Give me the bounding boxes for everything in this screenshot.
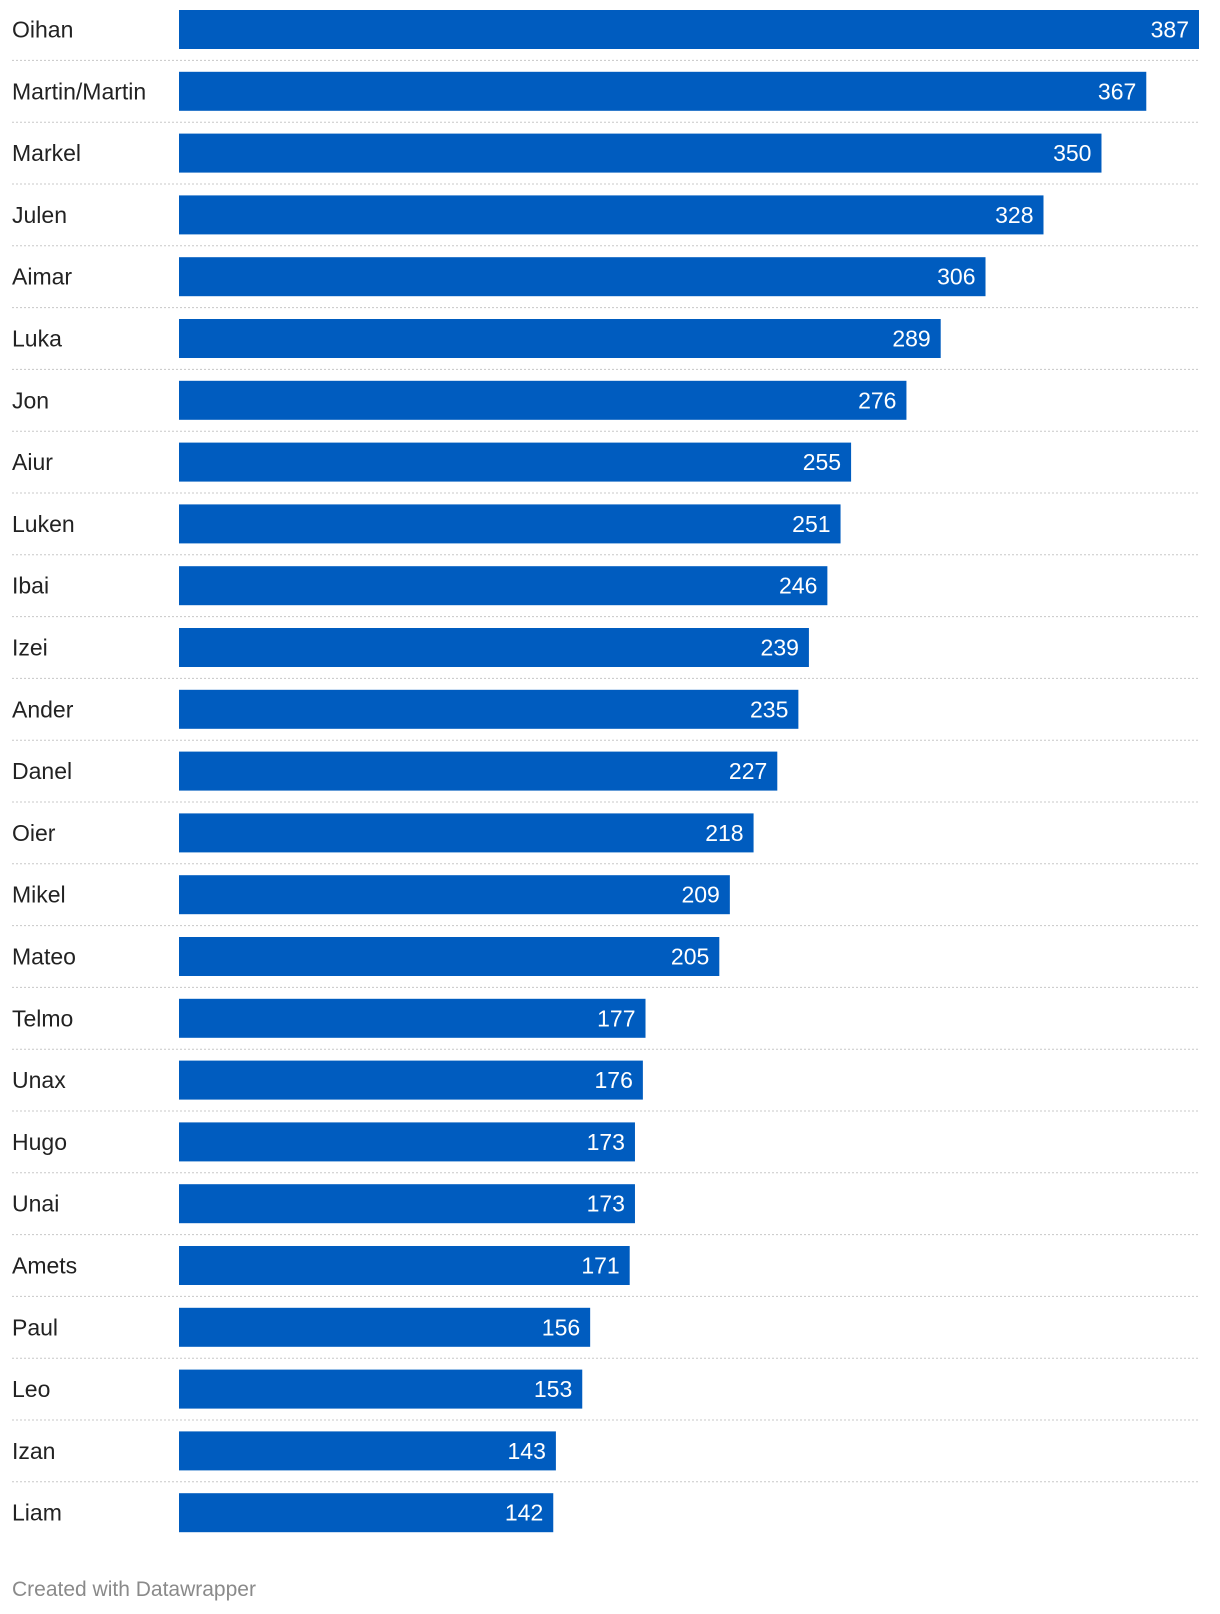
category-label: Markel	[12, 140, 81, 166]
bar	[179, 1184, 635, 1224]
category-label: Izei	[12, 635, 48, 661]
bar-value-label: 142	[505, 1500, 543, 1526]
bar-value-label: 227	[729, 758, 767, 784]
bar-value-label: 246	[779, 573, 817, 599]
category-label: Izan	[12, 1438, 55, 1464]
bar-chart: Oihan 387 Martin/Martin 367 Markel 350 Julen 32…	[12, 10, 1200, 1533]
category-label: Ander	[12, 696, 74, 722]
bar-value-label: 153	[534, 1376, 572, 1402]
category-label: Unai	[12, 1191, 59, 1217]
bar-value-label: 205	[671, 944, 709, 970]
bar-value-label: 328	[995, 202, 1033, 228]
category-label: Oier	[12, 820, 56, 846]
bar-value-label: 173	[587, 1191, 625, 1217]
bar	[179, 875, 730, 915]
bar	[179, 1493, 554, 1533]
bar	[179, 1431, 556, 1471]
category-label: Aimar	[12, 264, 72, 290]
credit-footer: Created with Datawrapper	[12, 1578, 256, 1601]
bar-value-label: 171	[581, 1253, 619, 1279]
bar	[179, 380, 907, 420]
bar	[179, 1246, 630, 1285]
category-label: Oihan	[12, 17, 73, 43]
category-label: Aiur	[12, 449, 53, 475]
bar	[179, 566, 828, 606]
bar-value-label: 218	[705, 820, 743, 846]
bar	[179, 1369, 583, 1409]
bar	[179, 689, 799, 729]
bar-value-label: 173	[587, 1129, 625, 1155]
category-label: Ibai	[12, 573, 49, 599]
category-label: Martin/Martin	[12, 78, 146, 104]
bar-value-label: 289	[892, 326, 930, 352]
bar-value-label: 350	[1053, 140, 1091, 166]
bar-value-label: 209	[681, 882, 719, 908]
category-label: Hugo	[12, 1129, 67, 1155]
category-label: Jon	[12, 387, 49, 413]
bar-value-label: 251	[792, 511, 830, 537]
bar-value-label: 239	[761, 635, 799, 661]
bar	[179, 71, 1147, 111]
category-label: Danel	[12, 758, 72, 784]
bar	[179, 133, 1102, 173]
bar-value-label: 255	[803, 449, 841, 475]
bar	[179, 998, 646, 1038]
bar-value-label: 156	[542, 1314, 580, 1340]
category-label: Unax	[12, 1067, 66, 1093]
bar	[179, 257, 986, 297]
bar	[179, 319, 941, 358]
bar-value-label: 367	[1098, 78, 1136, 104]
bar	[179, 504, 841, 544]
bar	[179, 195, 1044, 235]
bar-value-label: 176	[595, 1067, 633, 1093]
category-label: Julen	[12, 202, 67, 228]
bar-value-label: 306	[937, 264, 975, 290]
category-label: Mateo	[12, 944, 76, 970]
bar	[179, 628, 809, 667]
bar	[179, 751, 778, 791]
bar-value-label: 143	[508, 1438, 546, 1464]
category-label: Liam	[12, 1500, 62, 1526]
category-label: Paul	[12, 1314, 58, 1340]
bar-value-label: 387	[1151, 17, 1189, 43]
category-label: Telmo	[12, 1005, 73, 1031]
bar	[179, 813, 754, 853]
bar	[179, 1060, 643, 1100]
bar-value-label: 276	[858, 387, 896, 413]
bar	[179, 10, 1199, 49]
bar	[179, 1122, 635, 1162]
bar	[179, 937, 720, 976]
category-label: Luken	[12, 511, 75, 537]
bar	[179, 1307, 591, 1347]
category-label: Luka	[12, 326, 62, 352]
category-label: Amets	[12, 1253, 77, 1279]
category-label: Leo	[12, 1376, 50, 1402]
bar-value-label: 177	[597, 1005, 635, 1031]
category-label: Mikel	[12, 882, 66, 908]
bar-value-label: 235	[750, 696, 788, 722]
bar	[179, 442, 852, 482]
